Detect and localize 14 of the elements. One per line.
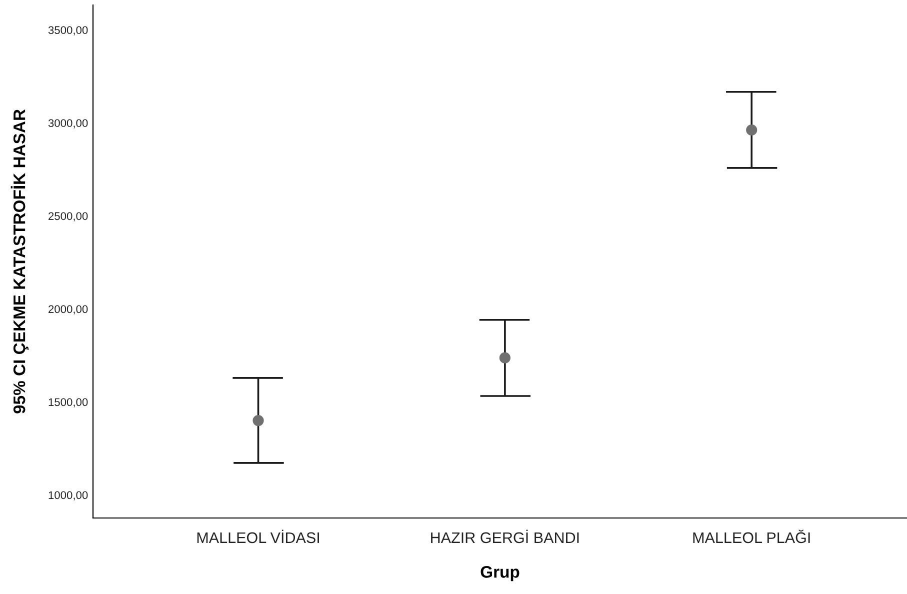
y-axis-title: 95% CI ÇEKME KATASTROFİK HASAR [10, 109, 29, 414]
point [746, 124, 758, 136]
point [252, 414, 264, 426]
point [499, 352, 510, 364]
y-tick-label: 2000,00 [48, 305, 88, 314]
y-tick-label: 2500,00 [48, 212, 88, 222]
y-tick-label: 3500,00 [48, 26, 88, 36]
x-tick-label: MALLEOL PLAĞI [693, 530, 810, 544]
x-tick-label: MALLEOL VİDASI [197, 530, 319, 544]
y-tick-label: 1000,00 [48, 491, 88, 500]
y-tick-label: 3000,00 [48, 119, 88, 128]
x-tick-label: HAZIR GERGİ BANDI [431, 530, 579, 544]
x-axis-title: Grup [480, 566, 520, 582]
y-tick-label: 1500,00 [48, 398, 88, 408]
